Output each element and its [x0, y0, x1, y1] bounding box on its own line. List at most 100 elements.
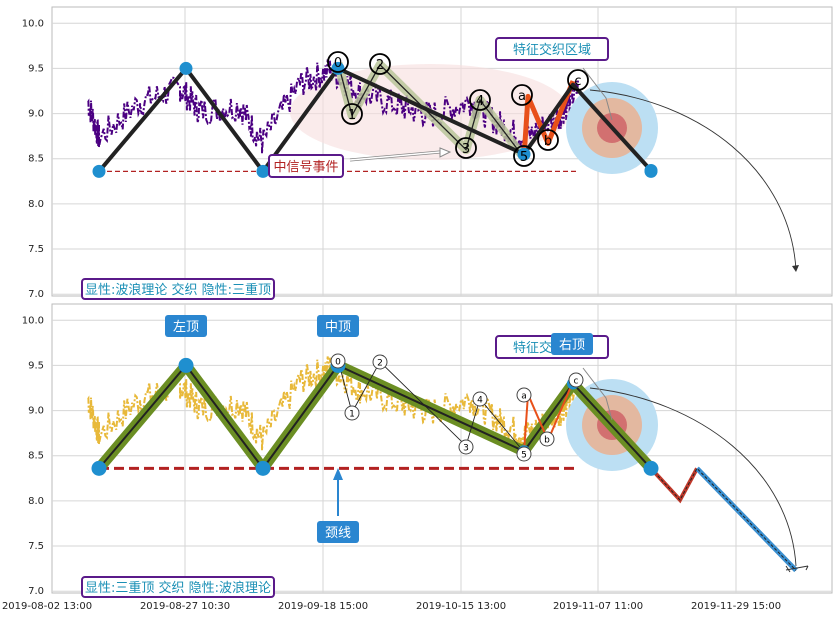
bottom-panel: 10.0 9.5 9.0 8.5 8.0 7.5 7.0 0 1 2 3 4 5 a b c 左顶 中顶	[22, 303, 833, 598]
bottom-subwave-circle-b	[539, 431, 555, 447]
bottom-caption: 显性:三重顶 交织 隐性:波浪理论	[81, 576, 275, 598]
top-wave-marker	[517, 147, 531, 161]
top-subwave-label-b: b	[544, 134, 552, 149]
bottom-pointer-line	[582, 367, 613, 421]
right-top-text: 右顶	[559, 338, 585, 353]
left-top-text: 左顶	[173, 320, 199, 335]
top-feature-zone-text: 特征交织区域	[513, 42, 591, 58]
top-projection-curve	[589, 89, 797, 271]
top-caption-text: 显性:波浪理论 交织 隐性:三重顶	[85, 282, 271, 298]
top-subwave-label-4: 4	[476, 94, 484, 109]
top-signal-arrowhead	[439, 147, 452, 158]
top-pointer-line	[582, 67, 613, 121]
neckline-text: 颈线	[325, 526, 351, 541]
bottom-plot-frame	[51, 303, 833, 594]
top-subwave-circle-b	[537, 129, 559, 151]
top-wave-marker	[179, 61, 193, 75]
top-wave-marker	[92, 164, 106, 178]
top-wave-marker	[256, 164, 270, 178]
top-subwave-label-3: 3	[462, 142, 470, 157]
top-mid-signal-label: 中信号事件	[268, 154, 344, 178]
top-subwave-label-a: a	[518, 89, 526, 104]
top-signal-arrow-inner	[349, 151, 441, 161]
bottom-projection-curve	[589, 387, 797, 567]
top-subwave-label-5: 5	[520, 150, 528, 165]
bottom-subwave-label-a: a	[521, 392, 527, 402]
y-tick-label: 7.5	[28, 541, 44, 552]
top-subwave-circle-2	[369, 53, 391, 75]
top-y-ticks: 10.0 9.5 9.0 8.5 8.0 7.5 7.0	[22, 18, 44, 300]
bottom-subwave-circle-3	[458, 439, 474, 455]
bottom-subwave-label-2: 2	[377, 359, 383, 369]
x-tick-label: 2019-10-15 13:00	[416, 601, 506, 612]
top-subwave-label-2: 2	[376, 58, 384, 73]
bottom-caption-text: 显性:三重顶 交织 隐性:波浪理论	[85, 580, 271, 596]
bottom-pattern-marker	[643, 460, 659, 476]
bottom-subwave-circle-a	[516, 387, 532, 403]
top-subwave-circles: 0 1 2 3 4 5 a b c	[327, 51, 589, 167]
x-tick-label: 2019-08-27 10:30	[140, 601, 230, 612]
neckline-arrowhead	[333, 468, 343, 480]
bottom-subwave-circle-1	[344, 405, 360, 421]
y-tick-label: 9.5	[28, 360, 44, 371]
x-tick-label: 2019-09-18 15:00	[278, 601, 368, 612]
top-subwave-circle-0	[327, 51, 349, 73]
bottom-subwave-label-5: 5	[521, 451, 527, 461]
y-tick-label: 9.5	[28, 63, 44, 74]
y-tick-label: 8.5	[28, 154, 44, 165]
bottom-subwave-circle-5	[516, 446, 532, 462]
x-tick-label: 2019-11-29 15:00	[691, 601, 781, 612]
top-subwave-circle-4	[469, 89, 491, 111]
x-tick-label: 2019-08-02 13:00	[2, 601, 92, 612]
bottom-subwave-line	[337, 359, 525, 453]
bottom-subwave-circle-2	[372, 354, 388, 370]
bottom-subwave-label-c: c	[574, 377, 579, 387]
bottom-subwave-circles: 0 1 2 3 4 5 a b c	[330, 353, 584, 462]
bottom-subwave-label-3: 3	[463, 444, 469, 454]
top-price-series	[87, 59, 579, 154]
y-tick-label: 7.0	[28, 289, 44, 300]
y-tick-label: 10.0	[22, 315, 44, 326]
bottom-y-ticks: 10.0 9.5 9.0 8.5 8.0 7.5 7.0	[22, 315, 44, 597]
top-subwave-circle-c	[567, 69, 589, 91]
mid-top-label: 中顶	[317, 315, 359, 337]
top-subwave-circle-5	[513, 145, 535, 167]
bottom-pattern-marker	[178, 357, 194, 373]
bottom-subwave-label-1: 1	[349, 410, 355, 420]
y-tick-label: 9.0	[28, 109, 44, 120]
top-subwave-label-c: c	[574, 74, 581, 89]
top-subwave-circle-3	[455, 137, 477, 159]
top-end-marker	[644, 164, 658, 178]
bottom-projection-dash	[650, 467, 797, 571]
top-abc-correction	[521, 80, 576, 158]
bottom-subwave-label-b: b	[544, 436, 550, 446]
top-subwave-label-0: 0	[334, 56, 342, 71]
left-top-label: 左顶	[165, 315, 207, 337]
y-tick-label: 8.0	[28, 496, 44, 507]
bottom-pattern-marker	[91, 460, 107, 476]
top-mid-signal-text: 中信号事件	[273, 160, 338, 175]
bottom-projection-endmark	[785, 565, 809, 573]
bottom-subwave-label-0: 0	[335, 358, 341, 368]
bottom-subwave-circle-4	[472, 391, 488, 407]
top-projection-arrowhead	[792, 265, 799, 272]
y-tick-label: 9.0	[28, 406, 44, 417]
right-top-label: 右顶	[551, 333, 593, 355]
top-subwave-label-1: 1	[348, 108, 356, 123]
x-tick-label: 2019-11-07 11:00	[553, 601, 643, 612]
y-tick-label: 8.0	[28, 199, 44, 210]
top-subwave-circle-1	[341, 103, 363, 125]
y-tick-label: 7.5	[28, 244, 44, 255]
top-subwave-circle-a	[511, 84, 533, 106]
top-feature-zone-label: 特征交织区域	[495, 37, 609, 61]
bottom-pattern-marker	[255, 460, 271, 476]
y-tick-label: 10.0	[22, 18, 44, 29]
x-axis-ticks: 2019-08-02 13:00 2019-08-27 10:30 2019-09-…	[2, 601, 781, 612]
y-tick-label: 8.5	[28, 451, 44, 462]
bottom-abc-line	[523, 381, 574, 453]
neckline-label: 颈线	[317, 521, 359, 543]
bottom-subwave-circle-c	[568, 372, 584, 388]
top-panel: 10.0 9.5 9.0 8.5 8.0 7.5 7.0 0 1 2 3 4 5 a b c 特征交织区域	[22, 6, 833, 300]
y-tick-label: 7.0	[28, 586, 44, 597]
